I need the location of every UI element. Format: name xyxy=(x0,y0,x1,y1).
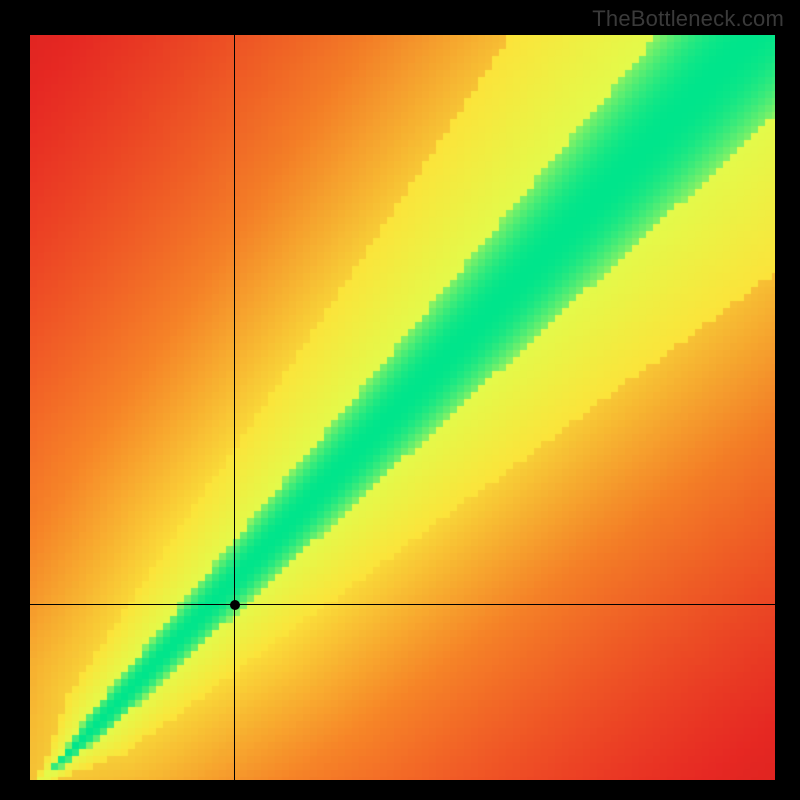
heatmap-canvas xyxy=(30,35,775,780)
crosshair-horizontal xyxy=(30,604,775,605)
heatmap-plot xyxy=(30,35,775,780)
chart-container: TheBottleneck.com xyxy=(0,0,800,800)
watermark-text: TheBottleneck.com xyxy=(592,6,784,32)
crosshair-dot xyxy=(230,600,240,610)
crosshair-vertical xyxy=(234,35,235,780)
